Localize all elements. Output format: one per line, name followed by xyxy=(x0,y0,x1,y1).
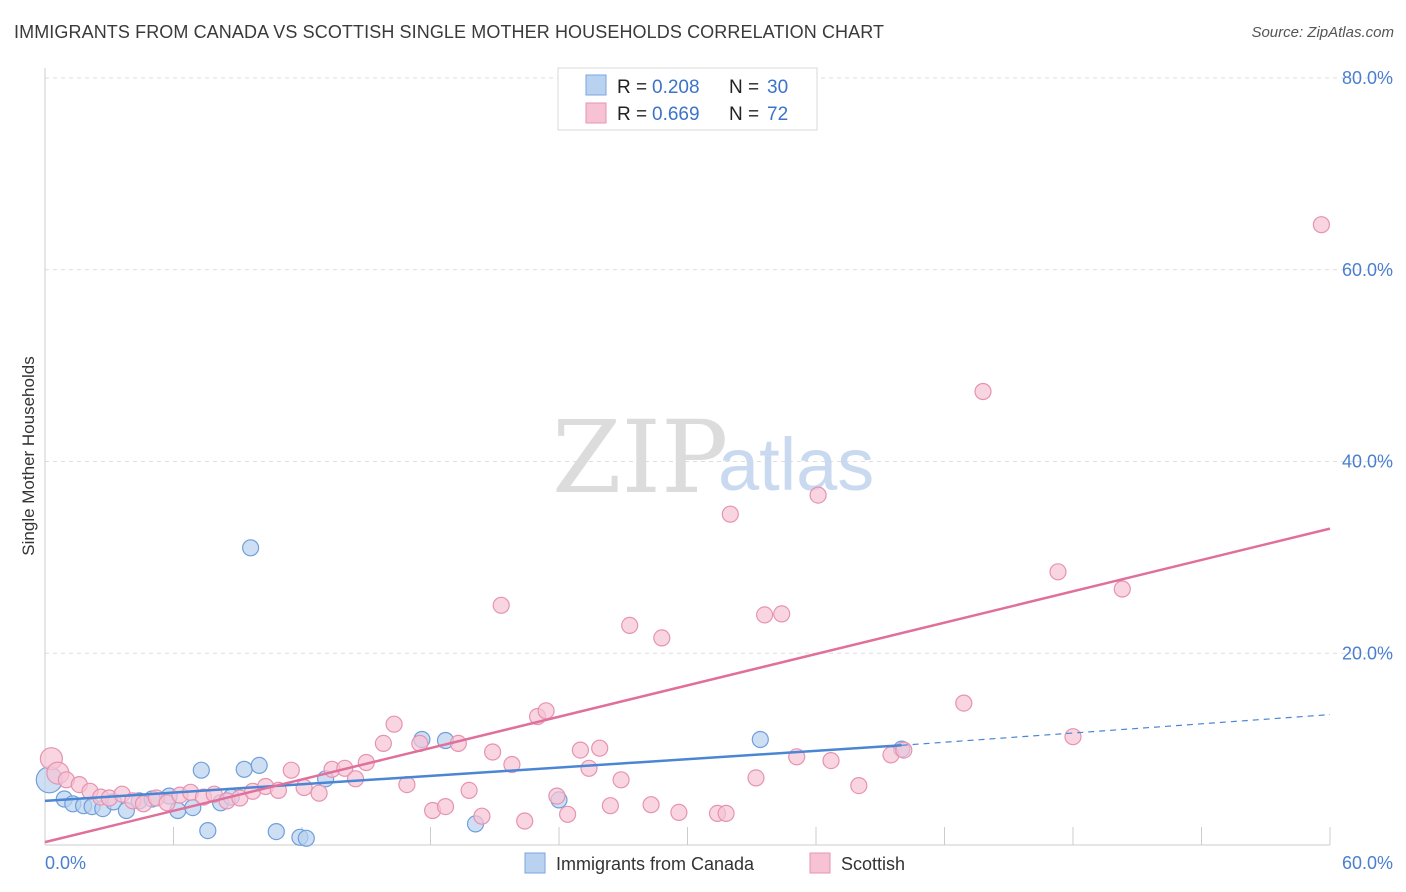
watermark-atlas: atlas xyxy=(718,423,874,506)
point-scottish-55 xyxy=(717,804,735,823)
legend-r-value-1: 0.208 xyxy=(652,77,700,98)
y-tick-label-0: 20.0% xyxy=(1342,643,1393,663)
point-scottish-62 xyxy=(822,751,840,770)
point-scottish-70 xyxy=(1113,580,1131,598)
point-scottish-22 xyxy=(295,778,313,797)
point-scottish-51 xyxy=(642,796,660,814)
point-scottish-40 xyxy=(516,812,534,830)
grid xyxy=(45,77,1392,654)
series-legend-swatch-scottish xyxy=(809,852,831,874)
point-scottish-52 xyxy=(653,629,671,647)
watermark: ZIP atlas xyxy=(552,399,874,516)
point-scottish-50 xyxy=(621,616,639,635)
legend-r-value-2: 0.669 xyxy=(652,104,700,125)
point-scottish-37 xyxy=(484,743,502,761)
series-legend-label-canada: Immigrants from Canada xyxy=(556,854,755,874)
point-scottish-68 xyxy=(1049,563,1067,581)
x-tick-label-1: 60.0% xyxy=(1342,853,1393,873)
legend-n-label-1: N = xyxy=(729,77,759,98)
series-legend-swatch-canada xyxy=(524,852,546,874)
point-scottish-66 xyxy=(955,694,973,712)
point-scottish-47 xyxy=(591,739,609,757)
data-points xyxy=(35,216,1331,847)
point-scottish-26 xyxy=(346,770,365,788)
point-canada-28 xyxy=(751,730,769,749)
legend-n-value-1: 30 xyxy=(767,77,788,98)
y-axis-label: Single Mother Households xyxy=(19,356,38,555)
series-legend: Immigrants from Canada Scottish xyxy=(524,852,905,874)
point-scottish-46 xyxy=(580,759,598,777)
point-scottish-49 xyxy=(612,771,630,789)
legend-n-label-2: N = xyxy=(729,104,759,125)
legend-swatch-blue xyxy=(585,74,607,96)
point-canada-19 xyxy=(250,756,268,775)
point-scottish-11 xyxy=(158,794,176,812)
point-scottish-43 xyxy=(548,787,566,805)
point-scottish-21 xyxy=(282,761,300,779)
series-legend-label-scottish: Scottish xyxy=(841,854,905,874)
legend-swatch-pink xyxy=(585,102,607,124)
point-canada-18 xyxy=(242,539,260,557)
trend-lines xyxy=(44,527,1331,844)
legend-r-label-2: R = xyxy=(617,104,647,125)
point-scottish-57 xyxy=(747,769,765,787)
point-scottish-42 xyxy=(537,702,555,720)
point-canada-22 xyxy=(297,829,315,847)
stats-legend: R = 0.208 N = 30 R = 0.669 N = 72 xyxy=(557,67,818,131)
y-tick-label-3: 80.0% xyxy=(1342,68,1393,88)
point-scottish-56 xyxy=(721,505,739,523)
trend-line-dashed-canada xyxy=(901,714,1331,746)
point-scottish-61 xyxy=(809,486,827,504)
point-scottish-48 xyxy=(601,797,620,815)
tick-labels: 20.0% 40.0% 60.0% 80.0% 0.0% 60.0% xyxy=(45,68,1393,873)
point-canada-14 xyxy=(199,821,217,840)
trend-line-canada xyxy=(44,744,902,803)
point-scottish-35 xyxy=(460,781,478,800)
point-scottish-71 xyxy=(1312,216,1331,234)
legend-n-value-2: 72 xyxy=(767,104,788,125)
point-canada-17 xyxy=(235,760,253,778)
point-scottish-67 xyxy=(974,382,992,401)
watermark-zip: ZIP xyxy=(552,399,728,516)
point-scottish-36 xyxy=(473,807,491,825)
point-scottish-53 xyxy=(670,803,688,822)
x-tick-label-0: 0.0% xyxy=(45,853,86,873)
point-scottish-38 xyxy=(492,596,510,614)
source-label: Source: ZipAtlas.com xyxy=(1251,24,1394,41)
point-canada-20 xyxy=(267,822,285,841)
point-scottish-44 xyxy=(558,805,577,823)
point-scottish-59 xyxy=(773,605,791,623)
point-scottish-23 xyxy=(310,784,328,802)
y-tick-label-2: 60.0% xyxy=(1342,260,1393,280)
point-scottish-29 xyxy=(385,715,403,733)
point-canada-13 xyxy=(192,761,210,779)
point-scottish-45 xyxy=(571,741,590,759)
point-scottish-69 xyxy=(1064,728,1082,746)
y-tick-label-1: 40.0% xyxy=(1342,452,1393,472)
point-scottish-28 xyxy=(374,734,392,753)
point-scottish-58 xyxy=(755,606,774,624)
chart-title: IMMIGRANTS FROM CANADA VS SCOTTISH SINGL… xyxy=(14,22,885,42)
point-scottish-39 xyxy=(503,755,521,774)
legend-r-label-1: R = xyxy=(617,77,647,98)
point-scottish-63 xyxy=(850,776,868,795)
trend-line-scottish xyxy=(44,527,1331,844)
point-scottish-33 xyxy=(436,797,455,816)
